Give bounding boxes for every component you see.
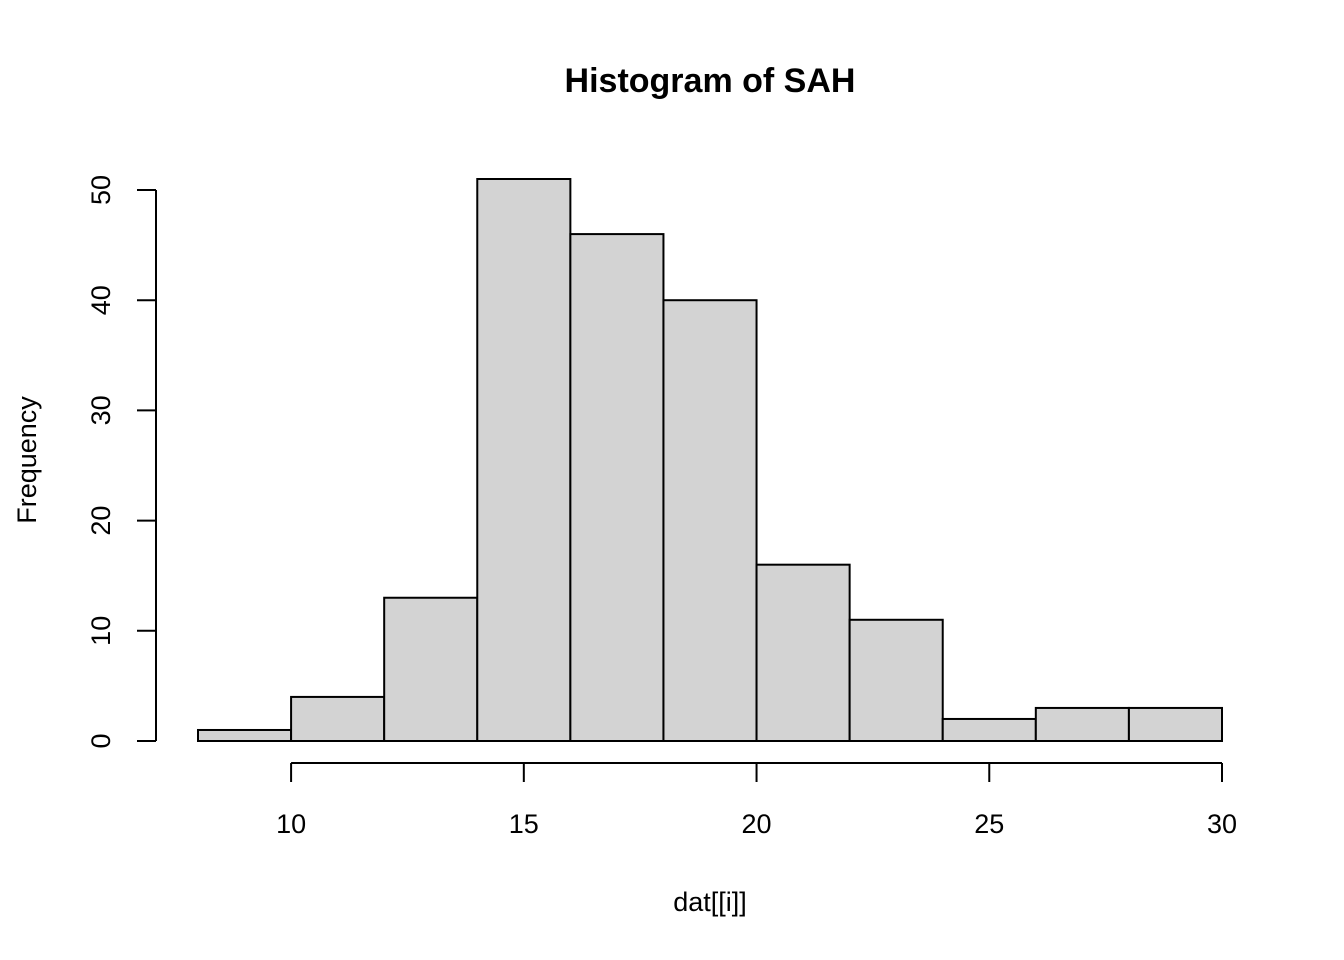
histogram-bar-1 [290,695,386,742]
x-tick-label-0: 10 [276,809,306,839]
y-axis-label: Frequency [12,396,42,524]
histogram-bar-6 [755,563,851,742]
histogram-bar-8 [941,717,1037,742]
y-tick-label-4: 40 [86,285,116,315]
histogram-bar-5 [662,299,758,742]
y-axis: 0 10 20 30 40 50 [86,175,157,749]
x-tick-label-2: 20 [742,809,772,839]
y-tick-label-2: 20 [86,506,116,536]
x-tick-label-3: 25 [974,809,1004,839]
x-axis: 10 15 20 25 30 [276,762,1237,839]
y-tick-label-1: 10 [86,616,116,646]
histogram-bar-2 [383,596,479,743]
histogram-bar-10 [1127,706,1223,742]
histogram-bar-3 [476,178,572,742]
x-tick-label-1: 15 [509,809,539,839]
histogram-bar-9 [1034,706,1130,742]
chart-title: Histogram of SAH [565,62,856,100]
histogram-bar-7 [848,618,944,742]
y-tick-label-0: 0 [86,733,116,748]
bars-group [197,178,1223,743]
histogram-bar-4 [569,233,665,742]
y-tick-label-5: 50 [86,175,116,205]
x-axis-label: dat[[i]] [673,887,747,917]
y-tick-label-3: 30 [86,395,116,425]
histogram-bar-0 [197,728,293,743]
x-tick-label-4: 30 [1207,809,1237,839]
